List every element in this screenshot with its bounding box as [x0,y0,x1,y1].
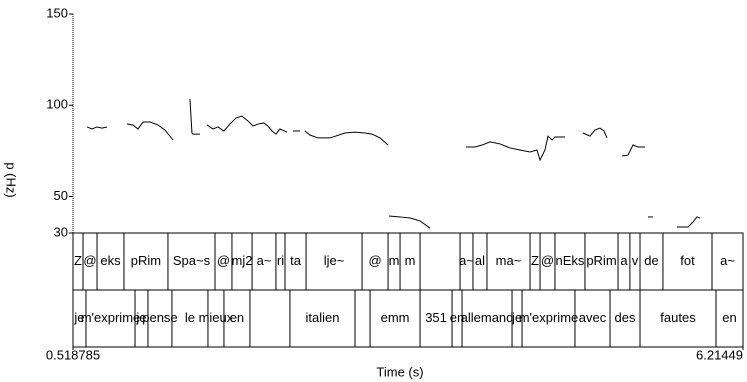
tier-label: @ [83,253,96,268]
pitch-contour [466,135,565,162]
tier-label: lje~ [324,253,345,268]
tier-label: Spa~s [173,253,211,268]
tier-label: a~ [459,253,474,268]
tier-label: Z [531,253,539,268]
y-tick-label: 50 [54,188,68,203]
tier-label: des [615,310,636,325]
x-axis-label: Time (s) [376,364,423,379]
tier-label: a~ [257,253,272,268]
tier-label: en [230,310,244,325]
tier-label: pRim [131,253,161,268]
tier-label: je [511,310,522,325]
tier-label: @ [217,253,230,268]
tier-label: ri [277,253,284,268]
tier-label: en [450,310,464,325]
tier-label: pense [142,310,177,325]
x-tick-label: 0.518785 [46,347,100,362]
tier-label: pRim [586,253,616,268]
tier-label: fot [680,253,695,268]
pitch-contour [582,127,608,139]
tier-label: @ [541,253,554,268]
y-axis-label: p (Hz) [4,162,19,197]
tier-label: en [722,310,736,325]
tier-label: avec [579,310,607,325]
pitch-contour [206,115,288,135]
tier-label: @ [368,253,381,268]
pitch-contour [676,216,701,228]
tier-label: a~ [720,253,735,268]
pitch-contour [388,215,431,229]
y-tick-label: 30 [54,224,68,239]
tier-label: m'exprime [81,310,141,325]
pitch-contour [86,126,108,130]
tier-label: fautes [660,310,696,325]
tier-label: de [644,253,658,268]
tier-label: mieux [199,310,234,325]
tier-label: allemand [461,310,514,325]
tier-label: Z [74,253,82,268]
x-tick-label: 6.21449 [696,347,743,362]
tier-label: italien [305,310,339,325]
y-tick-label: 100 [46,97,68,112]
y-tick-label: 150 [46,5,68,20]
pitch-contour [126,121,174,141]
tier-label: ta [290,253,302,268]
pitch-contour [621,144,645,157]
tier-label: m'exprime [519,310,579,325]
pitch-contour [189,99,200,135]
tier-label: le [185,310,195,325]
tier-label: m [389,253,400,268]
tier-label: nEks [556,253,585,268]
tier-label: al [475,253,485,268]
tier-label: 351 [425,310,447,325]
tier-label: emm [381,310,410,325]
tier-label: eks [100,253,121,268]
tier-label: v [632,253,639,268]
tier-label: je [135,310,146,325]
tier-label: a [620,253,628,268]
pitch-contour [304,130,389,146]
tier-label: je [73,310,84,325]
tier-label: mj2 [232,253,253,268]
tier-label: m [405,253,416,268]
tier-label: ma~ [496,253,522,268]
